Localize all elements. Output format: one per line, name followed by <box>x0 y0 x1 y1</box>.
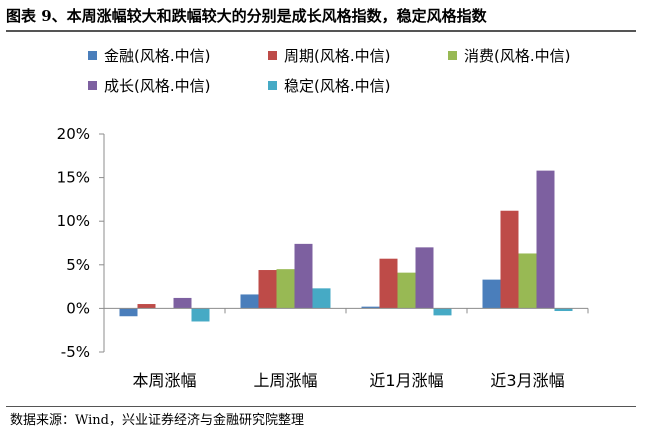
chart-title: 图表 9、本周涨幅较大和跌幅较大的分别是成长风格指数，稳定风格指数 <box>6 7 487 25</box>
bar-4-3 <box>554 308 573 312</box>
legend-label-growth: 成长(风格.中信) <box>104 76 211 95</box>
legend-swatch-cyclical <box>268 50 277 60</box>
bar-4-1 <box>312 288 331 309</box>
bar-3-0 <box>173 297 192 309</box>
source-divider <box>6 406 636 407</box>
x-tick-label: 本周涨幅 <box>132 371 196 390</box>
bar-1-1 <box>258 270 277 309</box>
bar-1-0 <box>137 304 156 309</box>
legend-item-finance: 金融(风格.中信) <box>88 44 210 66</box>
x-axis-ticks: 本周涨幅 上周涨幅 近1月涨幅 近3月涨幅 <box>132 371 564 390</box>
legend-label-cyclical: 周期(风格.中信) <box>284 46 391 65</box>
bar-1-2 <box>379 258 398 309</box>
source-note: 数据来源：Wind，兴业证券经济与金融研究院整理 <box>10 413 304 428</box>
title-divider <box>6 30 636 32</box>
y-tick-label: 5% <box>66 256 90 274</box>
axes <box>99 133 589 353</box>
y-tick-label: 20% <box>57 125 90 143</box>
legend-swatch-stable <box>268 80 277 90</box>
bar-marks <box>119 170 573 322</box>
legend-label-stable: 稳定(风格.中信) <box>284 76 391 95</box>
legend-item-cyclical: 周期(风格.中信) <box>268 44 390 66</box>
y-tick-label: 10% <box>57 212 90 230</box>
legend-swatch-finance <box>88 50 97 60</box>
x-tick-label: 近3月涨幅 <box>490 371 564 390</box>
y-tick-label: 0% <box>66 299 90 317</box>
bar-2-2 <box>397 272 416 309</box>
bar-0-2 <box>361 306 380 309</box>
bar-0-3 <box>482 279 501 309</box>
bar-0-1 <box>240 294 259 309</box>
bar-4-0 <box>191 308 210 322</box>
x-tick-label: 上周涨幅 <box>253 371 317 390</box>
y-tick-label: 15% <box>57 169 90 187</box>
bar-2-1 <box>276 269 295 309</box>
legend-item-consumer: 消费(风格.中信) <box>448 44 570 66</box>
bar-4-2 <box>433 308 452 316</box>
legend-swatch-growth <box>88 80 97 90</box>
bar-3-1 <box>294 243 313 309</box>
bar-0-0 <box>119 308 138 317</box>
legend-label-finance: 金融(风格.中信) <box>104 46 211 65</box>
bar-1-3 <box>500 210 519 309</box>
legend-item-stable: 稳定(风格.中信) <box>268 74 390 96</box>
x-tick-label: 近1月涨幅 <box>369 371 443 390</box>
bar-2-3 <box>518 253 537 309</box>
bar-3-3 <box>536 170 555 309</box>
bar-3-2 <box>415 247 434 309</box>
legend-item-growth: 成长(风格.中信) <box>88 74 210 96</box>
y-axis-ticks: 20% 15% 10% 5% 0% -5% <box>57 125 90 361</box>
legend-swatch-consumer <box>448 50 457 60</box>
legend-label-consumer: 消费(风格.中信) <box>464 46 571 65</box>
y-tick-label: -5% <box>61 343 90 361</box>
